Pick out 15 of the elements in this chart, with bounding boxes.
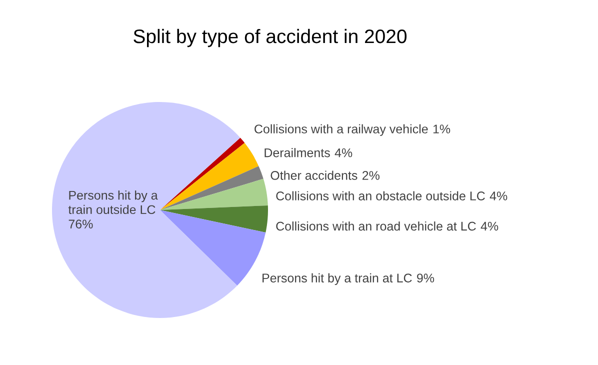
slice-label: Collisions with an road vehicle at LC bbox=[276, 221, 476, 231]
slice-label: Collisions with an obstacle outside LC bbox=[276, 191, 485, 200]
data-label: 76% bbox=[68, 220, 93, 228]
data-label: 4% bbox=[480, 222, 498, 231]
slice-label: Collisions with a railway vehicle bbox=[254, 124, 428, 136]
data-label: 2% bbox=[362, 171, 380, 180]
slice-label: Persons hit by a train at LC bbox=[262, 273, 412, 285]
chart-title: Split by type of accident in 2020 bbox=[134, 28, 407, 48]
slice-label: Derailments bbox=[264, 148, 330, 158]
data-label: 4% bbox=[334, 148, 352, 158]
slice-label: Persons hit by a train outside LC bbox=[68, 190, 158, 214]
slice-label: Other accidents bbox=[270, 170, 358, 180]
data-label: 4% bbox=[490, 192, 508, 200]
data-label: 1% bbox=[433, 124, 450, 134]
data-label: 9% bbox=[417, 274, 434, 282]
